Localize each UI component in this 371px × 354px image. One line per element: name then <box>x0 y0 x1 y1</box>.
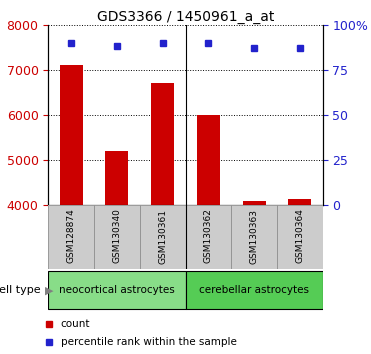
Bar <box>151 84 174 205</box>
Text: percentile rank within the sample: percentile rank within the sample <box>60 337 236 347</box>
Text: cerebellar astrocytes: cerebellar astrocytes <box>199 285 309 295</box>
Bar <box>48 205 94 269</box>
Bar <box>243 201 266 205</box>
Text: GSM130364: GSM130364 <box>295 209 304 263</box>
Text: cell type: cell type <box>0 285 41 295</box>
Text: GSM130362: GSM130362 <box>204 209 213 263</box>
Bar <box>289 199 311 205</box>
Bar <box>105 151 128 205</box>
Bar <box>94 205 140 269</box>
Title: GDS3366 / 1450961_a_at: GDS3366 / 1450961_a_at <box>97 10 274 24</box>
Bar <box>186 205 231 269</box>
Text: GSM130340: GSM130340 <box>112 209 121 263</box>
Text: neocortical astrocytes: neocortical astrocytes <box>59 285 175 295</box>
Bar <box>186 271 323 309</box>
Text: GSM130363: GSM130363 <box>250 209 259 263</box>
Bar <box>140 205 186 269</box>
Bar <box>231 205 277 269</box>
Bar <box>197 115 220 205</box>
Bar <box>277 205 323 269</box>
Text: GSM128874: GSM128874 <box>67 209 76 263</box>
Text: GSM130361: GSM130361 <box>158 209 167 263</box>
Bar <box>60 65 82 205</box>
Text: count: count <box>60 319 90 329</box>
Text: ▶: ▶ <box>45 285 53 295</box>
Bar <box>48 271 186 309</box>
